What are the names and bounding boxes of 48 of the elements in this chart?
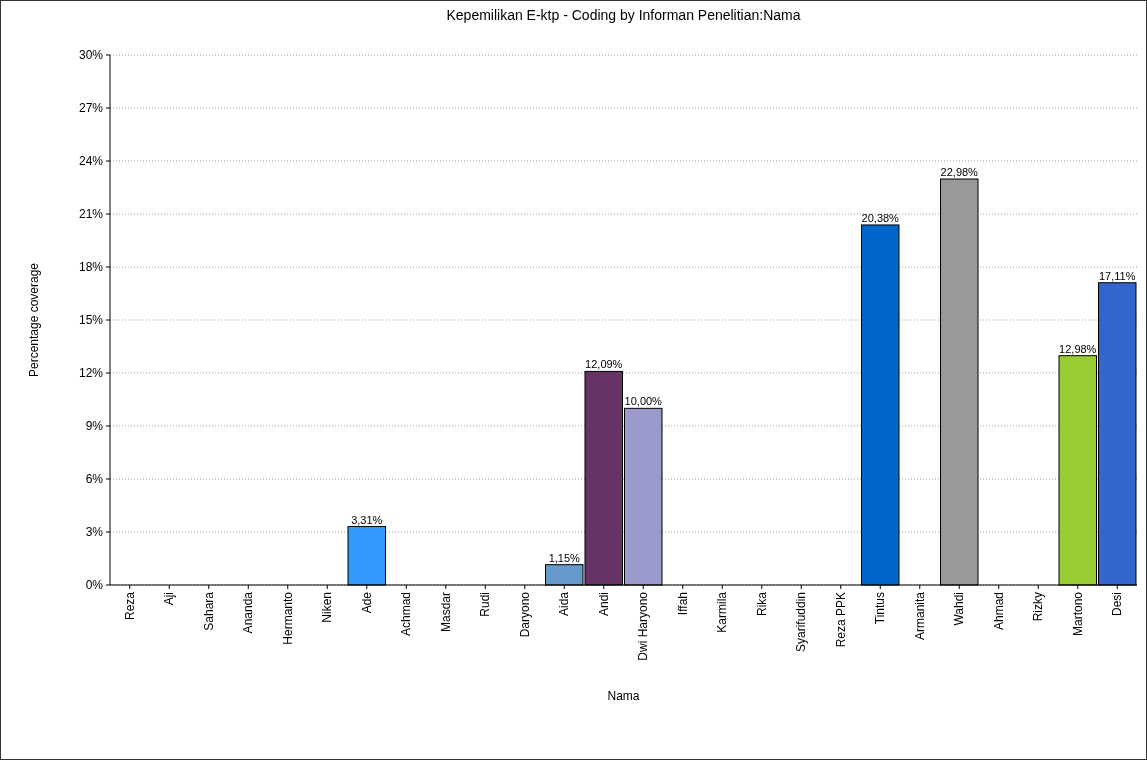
y-tick-label: 27%: [78, 101, 104, 116]
y-tick-label: 6%: [85, 472, 104, 487]
x-tick-label: Desi: [1110, 592, 1125, 617]
x-tick-label: Iffah: [675, 592, 690, 616]
x-tick-label: Sahara: [201, 591, 216, 631]
x-tick-label: Achmad: [399, 592, 414, 637]
data-label: 12,98%: [1059, 342, 1097, 355]
x-tick-label: Syarifuddin: [794, 592, 809, 653]
y-tick-label: 15%: [78, 313, 104, 328]
y-tick-label: 24%: [78, 154, 104, 169]
y-tick-label: 12%: [78, 366, 104, 381]
x-axis-title: Nama: [607, 689, 640, 703]
data-label: 1,15%: [548, 551, 581, 564]
x-tick-label: Ahmad: [991, 592, 1006, 631]
y-tick-label: 30%: [78, 48, 104, 63]
x-tick-label: Rizky: [1031, 592, 1046, 622]
x-tick-label: Wahdi: [952, 592, 967, 626]
x-tick-label: Aji: [162, 592, 177, 606]
y-tick-label: 18%: [78, 260, 104, 275]
x-tick-label: Armanita: [912, 591, 927, 641]
chart-title: Kepemilikan E-ktp - Coding by Informan Penelitian:Nama: [446, 7, 801, 23]
y-tick-label: 0%: [85, 578, 104, 593]
data-label: 12,09%: [585, 358, 623, 371]
x-tick-label: Aida: [557, 591, 572, 617]
x-tick-label: Daryono: [517, 591, 532, 638]
x-tick-label: Rudi: [478, 592, 493, 617]
y-tick-label: 9%: [85, 419, 104, 434]
x-tick-label: Ade: [359, 591, 374, 614]
data-label: 17,11%: [1099, 269, 1136, 282]
x-tick-label: Rika: [754, 591, 769, 617]
x-tick-label: Masdar: [438, 592, 453, 633]
x-tick-label: Ananda: [241, 591, 256, 634]
y-axis-title: Percentage coverage: [27, 262, 41, 378]
x-tick-label: Tintus: [873, 592, 888, 625]
x-tick-label: Reza: [122, 591, 137, 621]
y-tick-label: 3%: [85, 525, 104, 540]
x-tick-label: Reza PPK: [833, 592, 848, 648]
x-tick-label: Andi: [596, 592, 611, 617]
data-label: 22,98%: [940, 166, 979, 179]
x-tick-label: Niken: [320, 592, 335, 623]
data-label: 20,38%: [861, 211, 900, 224]
y-tick-label: 21%: [78, 207, 104, 222]
x-tick-label: Dwi Haryono: [636, 591, 651, 661]
x-tick-label: Hermanto: [280, 591, 295, 645]
x-tick-label: Karmila: [715, 591, 730, 633]
x-tick-label: Martono: [1070, 591, 1085, 637]
data-label: 3,31%: [351, 513, 383, 526]
data-label: 10,00%: [624, 395, 663, 408]
